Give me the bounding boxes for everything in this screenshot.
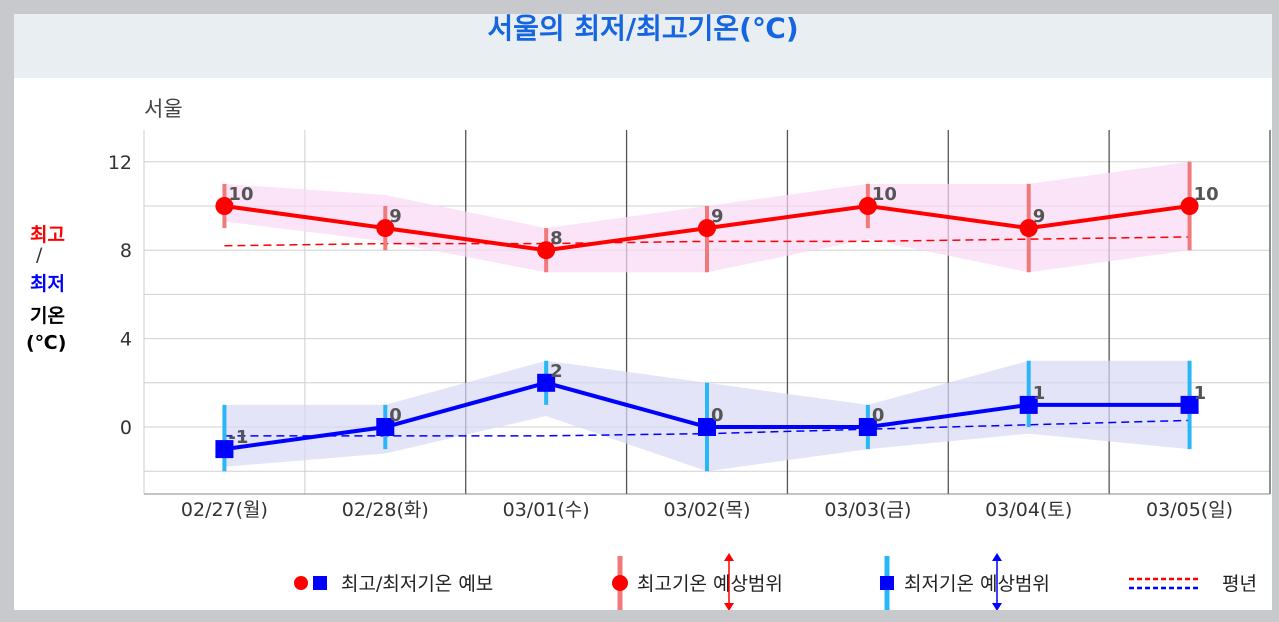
min-temp-point bbox=[1019, 395, 1038, 414]
legend-forecast-square-icon bbox=[313, 576, 327, 590]
min-temp-point bbox=[215, 440, 234, 459]
legend-min-arrow-up-icon bbox=[992, 553, 1002, 561]
min-temp-point bbox=[858, 418, 877, 436]
max-temp-value-label: 10 bbox=[228, 184, 253, 205]
x-tick-label: 03/03(금) bbox=[824, 499, 911, 521]
legend-max-arrow-down-icon bbox=[724, 603, 734, 610]
max-temp-point bbox=[215, 197, 234, 215]
y-label-min: 최저 bbox=[30, 273, 65, 295]
min-temp-point bbox=[1180, 395, 1199, 414]
y-tick-label: 4 bbox=[120, 329, 132, 351]
max-temp-value-label: 9 bbox=[389, 206, 402, 227]
x-tick-label: 03/01(수) bbox=[503, 499, 590, 521]
max-temp-value-label: 9 bbox=[1033, 206, 1046, 227]
x-tick-label: 02/27(월) bbox=[181, 499, 268, 521]
max-temp-value-label: 8 bbox=[550, 228, 563, 249]
y-tick-label: 0 bbox=[120, 417, 132, 439]
max-temp-point bbox=[698, 219, 716, 238]
legend-max-range-label: 최고기온 예상범위 bbox=[637, 573, 783, 595]
legend-max-arrow-up-icon bbox=[724, 553, 734, 561]
y-label-unit: (℃) bbox=[26, 332, 67, 354]
max-temp-value-label: 10 bbox=[1194, 184, 1219, 205]
x-tick-label: 02/28(화) bbox=[342, 499, 429, 521]
x-tick-label: 03/02(목) bbox=[663, 499, 750, 521]
min-temp-value-label: 1 bbox=[1194, 383, 1207, 404]
y-label-max: 최고 bbox=[30, 224, 65, 246]
title-bar: 서울의 최저/최고기온(℃) bbox=[14, 14, 1272, 78]
min-temp-value-label: 2 bbox=[550, 361, 563, 382]
legend-normal-label: 평년 bbox=[1222, 573, 1257, 595]
min-temp-value-label: -1 bbox=[228, 427, 248, 448]
y-tick-label: 8 bbox=[120, 240, 132, 262]
legend-forecast-label: 최고/최저기온 예보 bbox=[341, 573, 493, 595]
min-temp-point bbox=[537, 373, 556, 392]
max-temp-point bbox=[537, 241, 556, 260]
max-temp-value-label: 9 bbox=[711, 206, 724, 227]
chart-title: 서울의 최저/최고기온(℃) bbox=[487, 12, 799, 45]
legend-min-range-label: 최저기온 예상범위 bbox=[904, 573, 1050, 595]
min-temp-value-label: 0 bbox=[711, 405, 724, 426]
x-tick-label: 03/05(일) bbox=[1146, 499, 1233, 521]
max-temp-value-label: 10 bbox=[872, 184, 897, 205]
max-temp-point bbox=[1019, 219, 1038, 238]
legend-min-point-icon bbox=[880, 576, 894, 590]
min-temp-value-label: 0 bbox=[872, 405, 885, 426]
min-temp-value-label: 0 bbox=[389, 405, 402, 426]
legend-forecast-circle-icon bbox=[294, 576, 308, 590]
chart-frame: 서울의 최저/최고기온(℃) 최고 / 최저 기온 (℃) 서울 12 8 4 0 02/… bbox=[14, 14, 1272, 610]
region-label: 서울 bbox=[144, 97, 183, 121]
y-label-temp: 기온 bbox=[30, 305, 65, 327]
x-tick-label: 03/04(토) bbox=[985, 499, 1072, 521]
max-temp-point bbox=[858, 197, 877, 215]
min-temp-point bbox=[376, 418, 395, 436]
y-label-slash: / bbox=[36, 244, 43, 266]
max-temp-point bbox=[1180, 197, 1199, 215]
y-tick-label: 12 bbox=[108, 152, 132, 174]
max-temp-point bbox=[376, 219, 395, 238]
min-temp-value-label: 1 bbox=[1033, 383, 1046, 404]
min-temp-point bbox=[698, 418, 716, 436]
legend-max-point-icon bbox=[612, 575, 628, 591]
legend-min-arrow-down-icon bbox=[992, 603, 1002, 610]
